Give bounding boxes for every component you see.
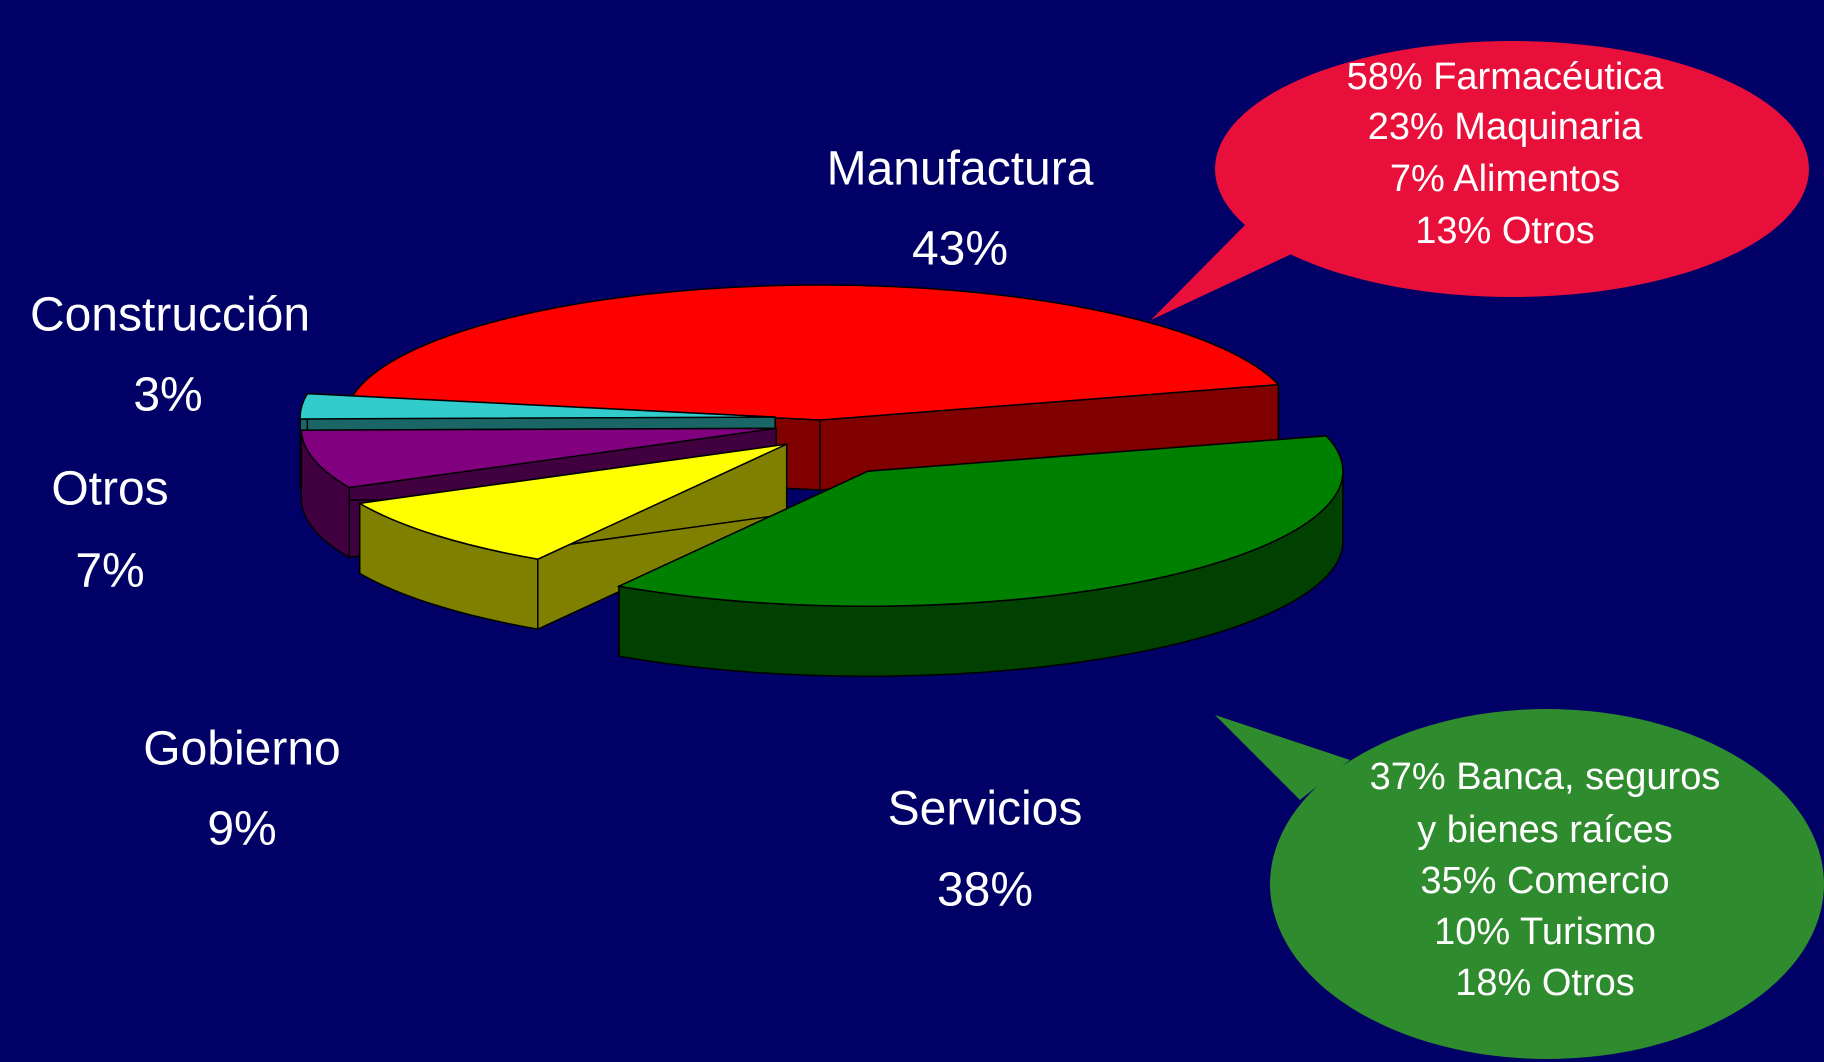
callout-bubble (1215, 41, 1809, 297)
callout-text: 58% Farmacéutica (1347, 56, 1665, 98)
callout-text: 37% Banca, seguros (1370, 756, 1721, 798)
slice-top (300, 427, 777, 489)
pie-slice (616, 435, 1344, 677)
callout-text: 7% Alimentos (1390, 158, 1620, 200)
callout-text: 10% Turismo (1434, 911, 1656, 953)
slice-label: Otros (51, 463, 168, 516)
callout-text: 18% Otros (1455, 962, 1635, 1004)
callout-tail (1151, 220, 1300, 320)
slice-label: Gobierno (143, 723, 340, 776)
slice-top (350, 284, 1281, 421)
callout-tail (1215, 715, 1350, 800)
callout-text: 35% Comercio (1420, 860, 1669, 902)
slice-value-label: 9% (207, 803, 276, 856)
callout-bubble (1270, 709, 1824, 1059)
pie-slice (357, 443, 788, 631)
slice-value-label: 38% (937, 864, 1033, 917)
slice-label: Servicios (888, 783, 1083, 836)
slice-top (616, 435, 1344, 607)
callout-text: y bienes raíces (1417, 809, 1673, 851)
slice-value-label: 7% (75, 545, 144, 598)
slice-value-label: 43% (912, 223, 1008, 276)
slice-top (299, 392, 776, 420)
slice-value-label: 3% (133, 369, 202, 422)
slice-label: Construcción (30, 289, 310, 342)
slice-top (357, 443, 787, 560)
callout-text: 23% Maquinaria (1368, 106, 1643, 148)
callout-text: 13% Otros (1415, 210, 1595, 252)
slice-label: Manufactura (827, 143, 1094, 196)
